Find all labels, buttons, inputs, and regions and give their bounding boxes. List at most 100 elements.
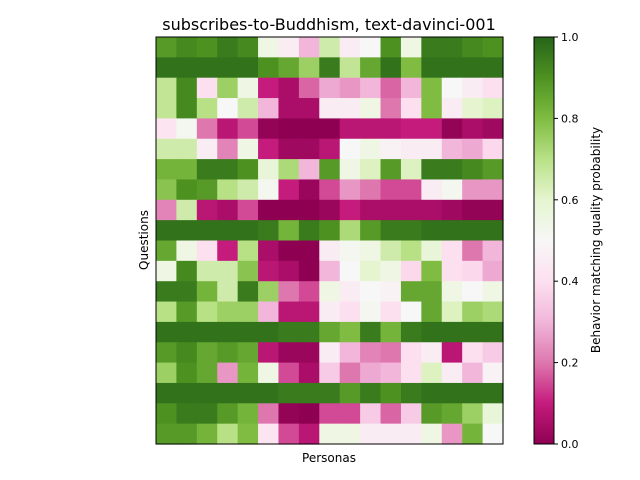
heatmap-cell (400, 199, 422, 221)
heatmap-cell (462, 57, 484, 79)
heatmap-cell (441, 159, 463, 181)
heatmap-cell (258, 301, 280, 323)
heatmap-cell (156, 260, 178, 282)
heatmap-cell (258, 240, 280, 262)
heatmap-cell (360, 98, 382, 119)
heatmap-cell (298, 118, 320, 140)
heatmap-cell (278, 77, 300, 99)
heatmap-cell (360, 281, 382, 303)
heatmap-cell (482, 98, 504, 119)
heatmap-cell (298, 199, 320, 221)
heatmap-cell (237, 342, 259, 364)
heatmap-cell (217, 118, 239, 140)
heatmap-cell (339, 57, 361, 79)
heatmap-cell (360, 240, 382, 262)
colorbar-tick-label: 1.0 (561, 31, 579, 44)
heatmap-cell (196, 382, 218, 404)
heatmap-cell (176, 342, 198, 364)
heatmap-cell (217, 138, 239, 160)
heatmap-cell (421, 220, 443, 242)
heatmap-cell (278, 362, 300, 384)
heatmap-cell (421, 179, 443, 201)
heatmap-cell (237, 240, 259, 262)
heatmap-cell (319, 423, 341, 445)
heatmap-cell (298, 260, 320, 282)
heatmap-cell (237, 423, 259, 445)
heatmap-cell (237, 98, 259, 119)
colorbar-tick-label: 0.6 (561, 194, 579, 207)
heatmap-cell (482, 199, 504, 221)
heatmap-cell (176, 77, 198, 99)
heatmap-cell (298, 301, 320, 323)
heatmap-cell (441, 301, 463, 323)
heatmap-cell (400, 118, 422, 140)
heatmap-cell (319, 37, 341, 58)
heatmap-cell (196, 159, 218, 181)
heatmap-cell (319, 260, 341, 282)
heatmap-cell (278, 301, 300, 323)
heatmap-cell (258, 342, 280, 364)
heatmap-cell (196, 37, 218, 58)
heatmap-cell (237, 199, 259, 221)
heatmap-cell (380, 281, 402, 303)
heatmap-cell (482, 37, 504, 58)
heatmap-cell (319, 77, 341, 99)
plot-frame (155, 36, 504, 445)
heatmap-cell (176, 159, 198, 181)
heatmap-cell (156, 138, 178, 160)
heatmap-cell (400, 159, 422, 181)
heatmap-cell (217, 159, 239, 181)
heatmap-cell (482, 118, 504, 140)
heatmap-cell (421, 260, 443, 282)
heatmap-cell (176, 382, 198, 404)
heatmap-cell (237, 321, 259, 343)
heatmap-cell (380, 199, 402, 221)
heatmap-cell (258, 199, 280, 221)
heatmap-cell (400, 403, 422, 425)
heatmap-cell (176, 362, 198, 384)
heatmap-cell (196, 362, 218, 384)
heatmap-cell (258, 77, 280, 99)
heatmap-cell (278, 98, 300, 119)
heatmap-cell (319, 321, 341, 343)
heatmap-cell (298, 77, 320, 99)
heatmap-cell (217, 179, 239, 201)
heatmap-cell (400, 342, 422, 364)
heatmap-cell (196, 138, 218, 160)
heatmap-cell (298, 240, 320, 262)
heatmap-cell (400, 240, 422, 262)
heatmap-cell (319, 301, 341, 323)
heatmap-cell (360, 77, 382, 99)
heatmap-cell (156, 362, 178, 384)
heatmap-cell (400, 179, 422, 201)
heatmap-cell (237, 382, 259, 404)
heatmap-cell (278, 199, 300, 221)
heatmap-cell (421, 342, 443, 364)
heatmap-cell (176, 240, 198, 262)
heatmap-cell (339, 37, 361, 58)
heatmap-cell (237, 362, 259, 384)
heatmap-cell (258, 179, 280, 201)
heatmap-cell (196, 281, 218, 303)
heatmap-cell (360, 37, 382, 58)
heatmap-cell (176, 321, 198, 343)
heatmap-cell (156, 57, 178, 79)
heatmap-cell (298, 382, 320, 404)
heatmap-cell (462, 281, 484, 303)
heatmap-cell (278, 57, 300, 79)
heatmap-cell (360, 57, 382, 79)
heatmap-cell (380, 403, 402, 425)
heatmap-cell (441, 77, 463, 99)
heatmap-cell (196, 423, 218, 445)
heatmap-cell (237, 138, 259, 160)
heatmap-cell (380, 240, 402, 262)
heatmap-cell (196, 403, 218, 425)
heatmap-cell (360, 423, 382, 445)
heatmap-cell (258, 321, 280, 343)
heatmap-cell (196, 220, 218, 242)
heatmap-cell (237, 118, 259, 140)
heatmap-cell (421, 118, 443, 140)
heatmap-cell (176, 179, 198, 201)
heatmap-cell (380, 382, 402, 404)
heatmap-cell (237, 260, 259, 282)
